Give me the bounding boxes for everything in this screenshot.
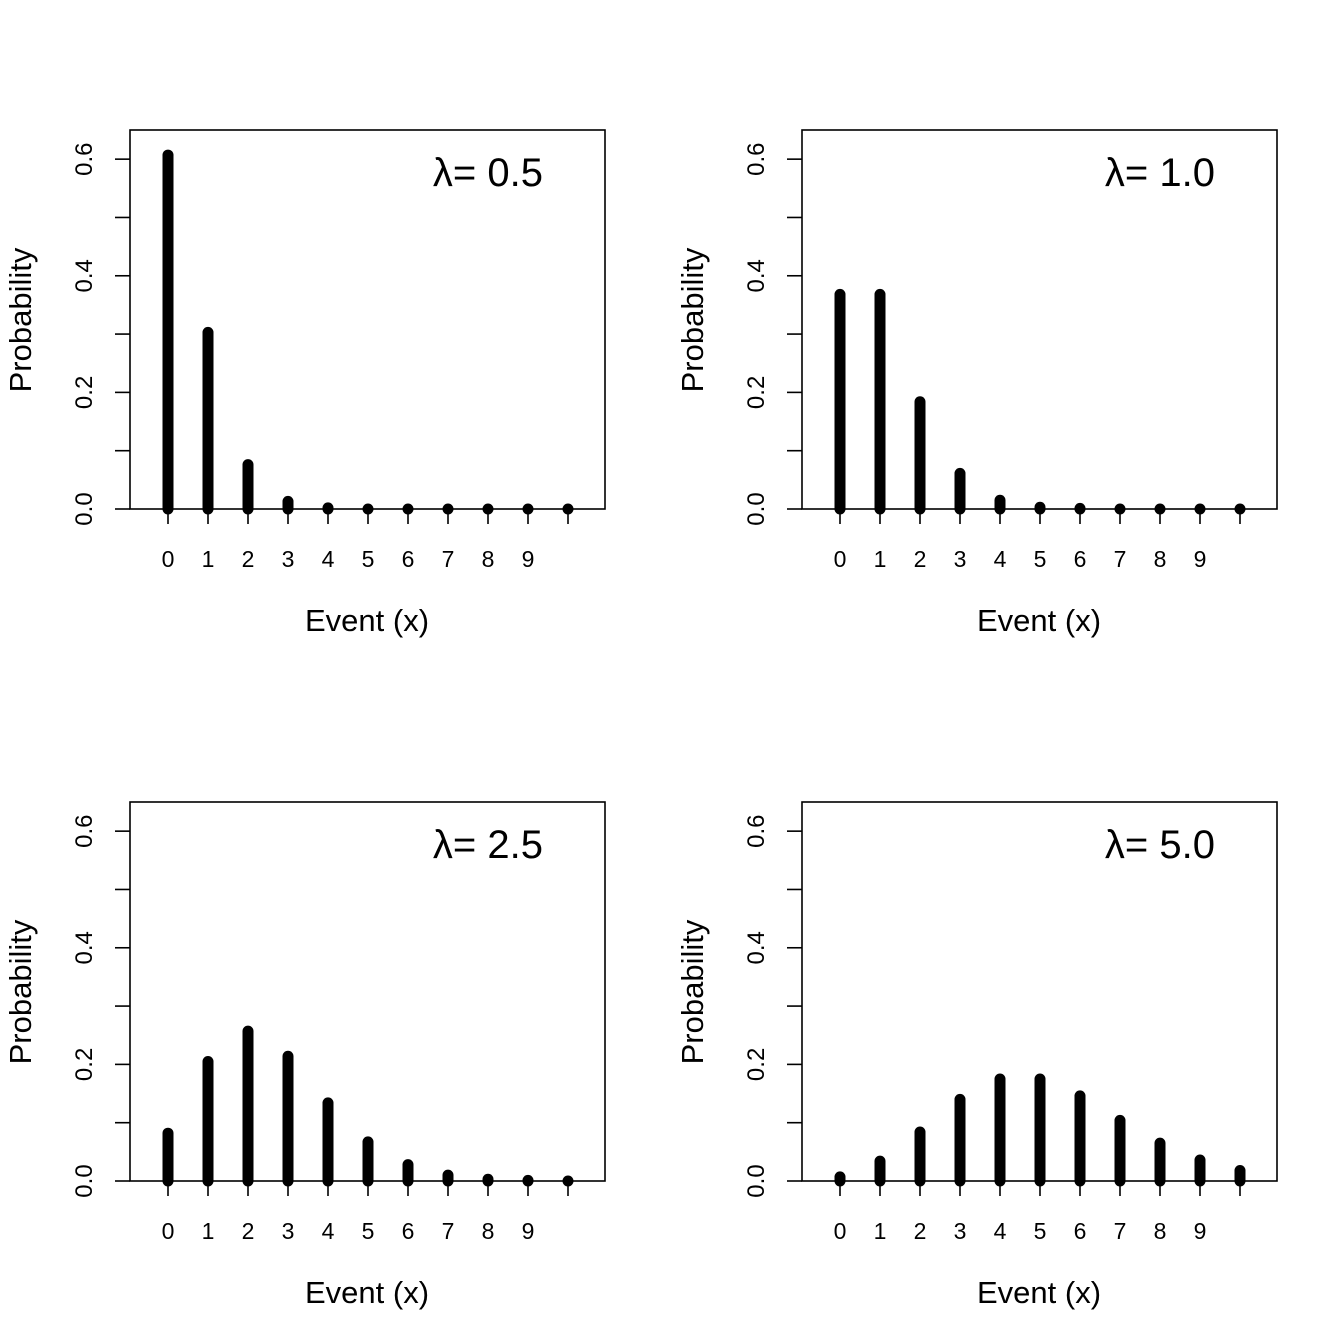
x-tick-label: 5 xyxy=(1034,546,1047,572)
x-axis-title: Event (x) xyxy=(305,1275,429,1310)
y-axis-title: Probability xyxy=(3,919,38,1064)
y-tick-label: 0.4 xyxy=(71,259,98,292)
x-tick-label: 7 xyxy=(1114,1218,1127,1244)
x-tick-label: 0 xyxy=(834,1218,847,1244)
x-axis: 0 1 2 3 4 5 6 7 8 9 xyxy=(162,509,569,572)
bars xyxy=(162,1025,574,1187)
y-tick-label: 0.2 xyxy=(71,376,98,409)
x-tick-label: 6 xyxy=(1074,546,1087,572)
x-tick-label: 9 xyxy=(522,546,535,572)
y-tick-label: 0.4 xyxy=(743,259,770,292)
x-tick-label: 8 xyxy=(1154,546,1167,572)
y-tick-label: 0.6 xyxy=(71,142,98,175)
y-tick-label: 0.6 xyxy=(743,814,770,847)
y-axis-title: Probability xyxy=(3,247,38,392)
y-tick-label: 0.4 xyxy=(71,931,98,964)
x-tick-label: 3 xyxy=(954,546,967,572)
x-tick-label: 5 xyxy=(362,1218,375,1244)
x-tick-label: 6 xyxy=(402,546,415,572)
x-axis-title: Event (x) xyxy=(977,1275,1101,1310)
x-axis: 0 1 2 3 4 5 6 7 8 9 xyxy=(834,509,1241,572)
panel-lambda-2-5: 0.0 0.2 0.4 0.6 0 1 2 3 4 5 6 7 8 9 Event (x) Probab… xyxy=(3,801,606,1310)
x-axis-title: Event (x) xyxy=(977,603,1101,638)
y-axis: 0.0 0.2 0.4 0.6 xyxy=(743,142,802,526)
x-tick-label: 4 xyxy=(994,1218,1007,1244)
x-tick-label: 9 xyxy=(1194,1218,1207,1244)
x-tick-label: 5 xyxy=(362,546,375,572)
y-axis: 0.0 0.2 0.4 0.6 xyxy=(71,814,130,1198)
y-tick-label: 0.4 xyxy=(743,931,770,964)
x-tick-label: 1 xyxy=(874,1218,887,1244)
y-tick-label: 0.0 xyxy=(71,492,98,525)
y-axis-title: Probability xyxy=(675,919,710,1064)
x-tick-label: 0 xyxy=(162,1218,175,1244)
y-tick-label: 0.2 xyxy=(743,376,770,409)
y-axis: 0.0 0.2 0.4 0.6 xyxy=(71,142,130,526)
x-tick-label: 3 xyxy=(282,1218,295,1244)
y-tick-label: 0.0 xyxy=(71,1164,98,1197)
lambda-annotation: λ= 2.5 xyxy=(433,823,543,867)
x-axis-title: Event (x) xyxy=(305,603,429,638)
x-tick-label: 5 xyxy=(1034,1218,1047,1244)
x-tick-label: 1 xyxy=(202,1218,215,1244)
x-axis: 0 1 2 3 4 5 6 7 8 9 xyxy=(162,1181,569,1244)
x-axis: 0 1 2 3 4 5 6 7 8 9 xyxy=(834,1181,1241,1244)
x-tick-label: 1 xyxy=(202,546,215,572)
x-tick-label: 7 xyxy=(1114,546,1127,572)
bars xyxy=(834,1073,1246,1187)
y-tick-label: 0.2 xyxy=(71,1048,98,1081)
y-axis: 0.0 0.2 0.4 0.6 xyxy=(743,814,802,1198)
x-tick-label: 9 xyxy=(1194,546,1207,572)
lambda-annotation: λ= 5.0 xyxy=(1105,823,1215,867)
x-tick-label: 8 xyxy=(482,546,495,572)
x-tick-label: 4 xyxy=(322,1218,335,1244)
x-tick-label: 6 xyxy=(1074,1218,1087,1244)
x-tick-label: 3 xyxy=(282,546,295,572)
bars xyxy=(834,288,1246,515)
x-tick-label: 3 xyxy=(954,1218,967,1244)
lambda-annotation: λ= 1.0 xyxy=(1105,151,1215,195)
lambda-annotation: λ= 0.5 xyxy=(433,151,543,195)
x-tick-label: 6 xyxy=(402,1218,415,1244)
x-tick-label: 4 xyxy=(994,546,1007,572)
y-tick-label: 0.0 xyxy=(743,492,770,525)
x-tick-label: 2 xyxy=(242,546,255,572)
panel-lambda-5-0: 0.0 0.2 0.4 0.6 0 1 2 3 4 5 6 7 8 9 Event (x) Probab… xyxy=(675,801,1278,1310)
y-tick-label: 0.6 xyxy=(71,814,98,847)
x-tick-label: 8 xyxy=(1154,1218,1167,1244)
y-tick-label: 0.0 xyxy=(743,1164,770,1197)
x-tick-label: 8 xyxy=(482,1218,495,1244)
y-tick-label: 0.6 xyxy=(743,142,770,175)
x-tick-label: 0 xyxy=(834,546,847,572)
x-tick-label: 7 xyxy=(442,546,455,572)
x-tick-label: 0 xyxy=(162,546,175,572)
x-tick-label: 7 xyxy=(442,1218,455,1244)
x-tick-label: 9 xyxy=(522,1218,535,1244)
bars xyxy=(162,149,574,515)
x-tick-label: 2 xyxy=(914,1218,927,1244)
x-tick-label: 2 xyxy=(914,546,927,572)
y-axis-title: Probability xyxy=(675,247,710,392)
x-tick-label: 1 xyxy=(874,546,887,572)
panel-lambda-0-5: 0.0 0.2 0.4 0.6 0 1 2 3 4 5 6 7 8 9 Event (x) Probab… xyxy=(3,129,606,638)
y-tick-label: 0.2 xyxy=(743,1048,770,1081)
x-tick-label: 4 xyxy=(322,546,335,572)
x-tick-label: 2 xyxy=(242,1218,255,1244)
panel-lambda-1-0: 0.0 0.2 0.4 0.6 0 1 2 3 4 5 6 7 8 9 Event (x) Probab… xyxy=(675,129,1278,638)
